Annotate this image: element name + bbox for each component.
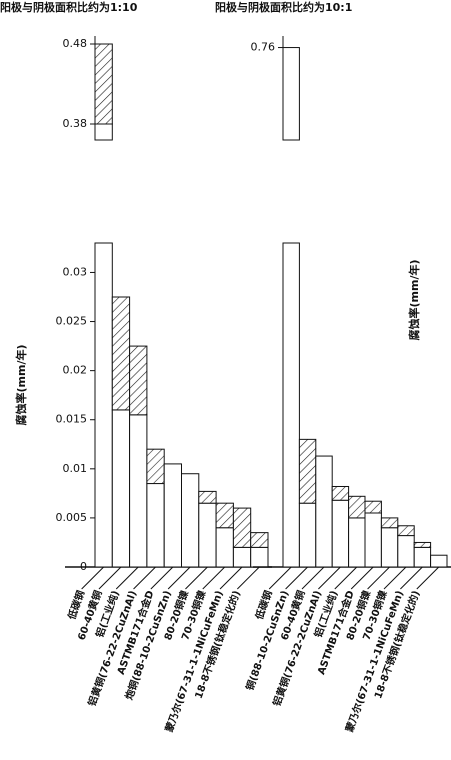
bar: [215, 527, 234, 568]
label-leader: [115, 566, 139, 590]
label-leader: [81, 566, 105, 590]
y-axis-label: 腐蚀率(mm/年): [14, 345, 28, 426]
label-leader: [268, 566, 292, 590]
bar-range: [380, 517, 399, 529]
bar-break-lower: [282, 242, 300, 568]
bar: [282, 47, 300, 141]
bar: [232, 546, 252, 568]
bar-range: [397, 525, 415, 537]
y-tick-label: 0.76: [251, 41, 276, 54]
label-leader: [98, 566, 122, 590]
bar: [331, 499, 350, 568]
label-leader: [167, 566, 191, 590]
bar: [198, 502, 217, 568]
label-leader: [185, 566, 208, 590]
y-tick-label: 0.005: [56, 511, 88, 524]
label-leader: [416, 566, 440, 590]
label-leader: [133, 566, 156, 590]
bar-range: [146, 448, 165, 485]
bar-range: [298, 438, 317, 504]
label-leader: [219, 566, 243, 590]
bar: [181, 473, 200, 568]
bar: [430, 554, 448, 568]
bar: [250, 546, 269, 568]
bar: [146, 483, 165, 568]
label-leader: [367, 566, 390, 590]
bar: [348, 517, 366, 568]
y-tick-label: 0.025: [56, 315, 88, 328]
bar-range: [232, 507, 252, 548]
bar-range: [413, 541, 432, 548]
label-leader: [318, 566, 341, 590]
chart-title: 阳极与阴极面积比约为10:1: [215, 0, 352, 14]
bar-range: [94, 43, 113, 125]
label-leader: [334, 566, 358, 590]
bar-range: [348, 495, 366, 519]
y-tick-label: 0.03: [63, 265, 88, 278]
bar: [129, 414, 148, 568]
bar: [163, 463, 182, 568]
bar: [397, 535, 415, 568]
label-leader: [236, 566, 260, 590]
chart-title: 阳极与阴极面积比约为1:10: [0, 0, 138, 14]
bar-range: [215, 502, 234, 529]
label-leader: [383, 566, 407, 590]
bar-range: [111, 296, 131, 411]
bar: [364, 512, 382, 568]
bar-range: [129, 345, 148, 416]
bar: [111, 409, 131, 568]
label-leader: [350, 566, 374, 590]
bar-range: [331, 485, 350, 501]
bar-break-lower: [94, 242, 113, 568]
bar-range: [198, 490, 217, 504]
y-tick-label: 0.48: [63, 37, 88, 50]
label-leader: [150, 566, 174, 590]
bar: [94, 123, 113, 141]
y-tick-label: 0.01: [63, 462, 88, 475]
bar: [315, 455, 333, 568]
bar-range: [364, 500, 382, 514]
label-leader: [301, 566, 325, 590]
y-tick-label: 0.02: [63, 364, 88, 377]
bar-range: [250, 532, 269, 548]
y-tick-label: 0.38: [63, 117, 88, 130]
label-leader: [400, 566, 423, 590]
y-tick-label: 0.015: [56, 413, 88, 426]
bar: [380, 527, 399, 568]
label-leader: [285, 566, 308, 590]
y-axis-label: 腐蚀率(mm/年): [407, 260, 421, 341]
y-tick-label: 0: [80, 560, 87, 573]
bar: [298, 502, 317, 568]
bar: [413, 546, 432, 568]
label-leader: [202, 566, 226, 590]
